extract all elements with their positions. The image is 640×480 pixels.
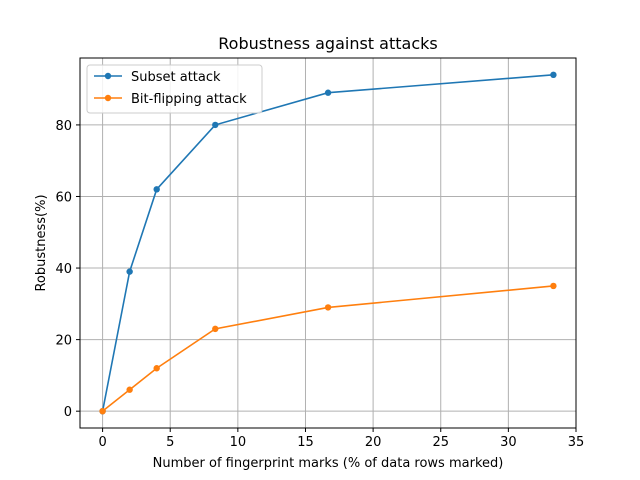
y-tick-label: 60 — [55, 190, 72, 205]
y-tick-label: 0 — [64, 405, 72, 420]
x-tick-label: 25 — [432, 435, 449, 450]
legend-item-1: Bit-flipping attack — [94, 92, 247, 107]
x-tick-label: 20 — [365, 435, 382, 450]
chart-title: Robustness against attacks — [218, 34, 437, 53]
plot-frame — [79, 57, 577, 429]
legend-item-0: Subset attack — [94, 70, 221, 85]
x-tick-label: 15 — [297, 435, 314, 450]
data-point — [324, 89, 332, 96]
legend-label: Bit-flipping attack — [131, 92, 247, 107]
x-tick-label: 35 — [568, 435, 585, 450]
x-tick-label: 10 — [230, 435, 247, 450]
data-point — [550, 282, 557, 290]
x-tick-label: 0 — [98, 435, 106, 450]
data-point — [324, 304, 332, 311]
data-point — [99, 407, 106, 415]
y-tick-label: 20 — [55, 334, 72, 349]
legend-marker — [104, 72, 112, 80]
legend-label: Subset attack — [131, 70, 221, 85]
data-point — [153, 186, 160, 193]
legend-box — [86, 64, 263, 114]
y-tick-label: 40 — [55, 262, 72, 277]
series-line — [101, 74, 554, 412]
y-tick-label: 80 — [55, 119, 72, 134]
y-axis-label: Robustness(%) — [34, 194, 49, 291]
series-1 — [99, 282, 557, 415]
data-point — [153, 365, 160, 372]
axis-ticks: 0 5 10 15 20 25 30 35 0 20 40 60 80 — [55, 119, 584, 450]
data-point — [212, 121, 219, 129]
x-tick-label: 30 — [500, 435, 517, 450]
legend-marker — [104, 94, 112, 102]
series-group — [99, 71, 557, 415]
data-point — [550, 71, 557, 79]
x-tick-label: 5 — [166, 435, 174, 450]
legend: Subset attack Bit-flipping attack — [86, 64, 263, 114]
data-point — [126, 268, 133, 275]
series-0 — [99, 71, 557, 415]
data-point — [212, 325, 219, 333]
grid — [80, 58, 577, 428]
data-point — [126, 386, 133, 393]
series-line — [102, 285, 554, 412]
x-axis-label: Number of fingerprint marks (% of data r… — [153, 456, 504, 471]
